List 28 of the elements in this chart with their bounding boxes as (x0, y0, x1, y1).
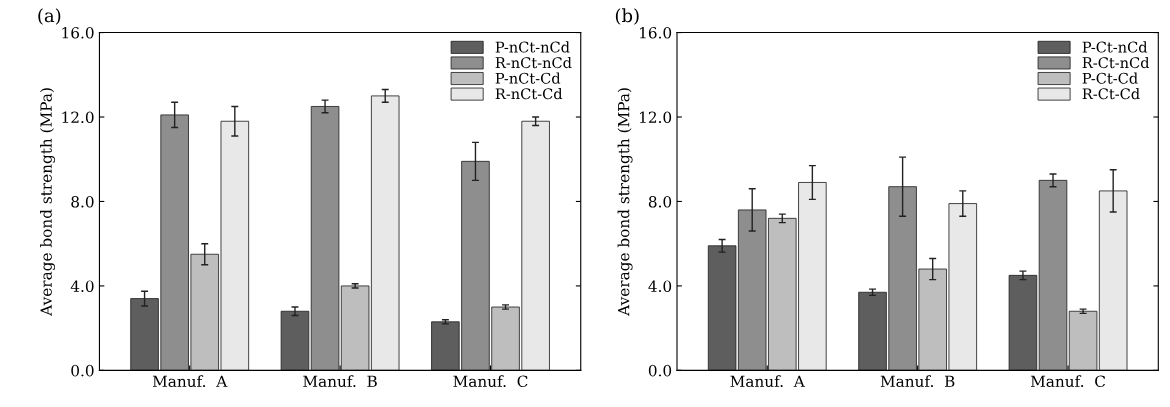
x-tick-label: Manuf. B (880, 375, 955, 388)
y-tick-label: 8.0 (71, 195, 94, 208)
legend-label: R-Ct-nCd (1082, 56, 1150, 69)
x-tick-label: Manuf. C (1030, 375, 1106, 388)
x-tick-label: Manuf. A (730, 375, 805, 388)
y-tick-label: 0.0 (71, 364, 94, 377)
x-tick-label: Manuf. A (152, 375, 228, 388)
y-tick-label: 4.0 (70, 280, 94, 292)
x-tick-label: Manuf. B (303, 375, 377, 388)
chart-title: (a) (38, 8, 61, 25)
y-axis-title: Average bond strength (MPa) (40, 88, 56, 316)
y-tick-label: 8.0 (648, 195, 672, 208)
y-tick-label: 4.0 (648, 280, 672, 292)
legend-label: R-Ct-Cd (1082, 88, 1140, 100)
x-tick-label: Manuf. C (453, 375, 528, 388)
legend-label: R-nCt-Cd (495, 88, 563, 100)
legend-label: P-Ct-Cd (1082, 72, 1138, 84)
y-tick-label: 0.0 (648, 364, 672, 377)
y-axis-title: Average bond strength (MPa) (617, 88, 633, 316)
y-tick-label: 12.0 (639, 111, 672, 124)
legend-label: R-nCt-nCd (495, 56, 572, 69)
legend-label: P-nCt-Cd (495, 72, 561, 84)
legend-label: P-nCt-nCd (495, 41, 570, 53)
y-tick-label: 16.0 (639, 27, 672, 39)
y-tick-label: 16.0 (62, 27, 94, 39)
chart-title: (b) (615, 8, 639, 25)
legend-label: P-Ct-nCd (1082, 41, 1148, 53)
y-tick-label: 12.0 (62, 111, 94, 124)
